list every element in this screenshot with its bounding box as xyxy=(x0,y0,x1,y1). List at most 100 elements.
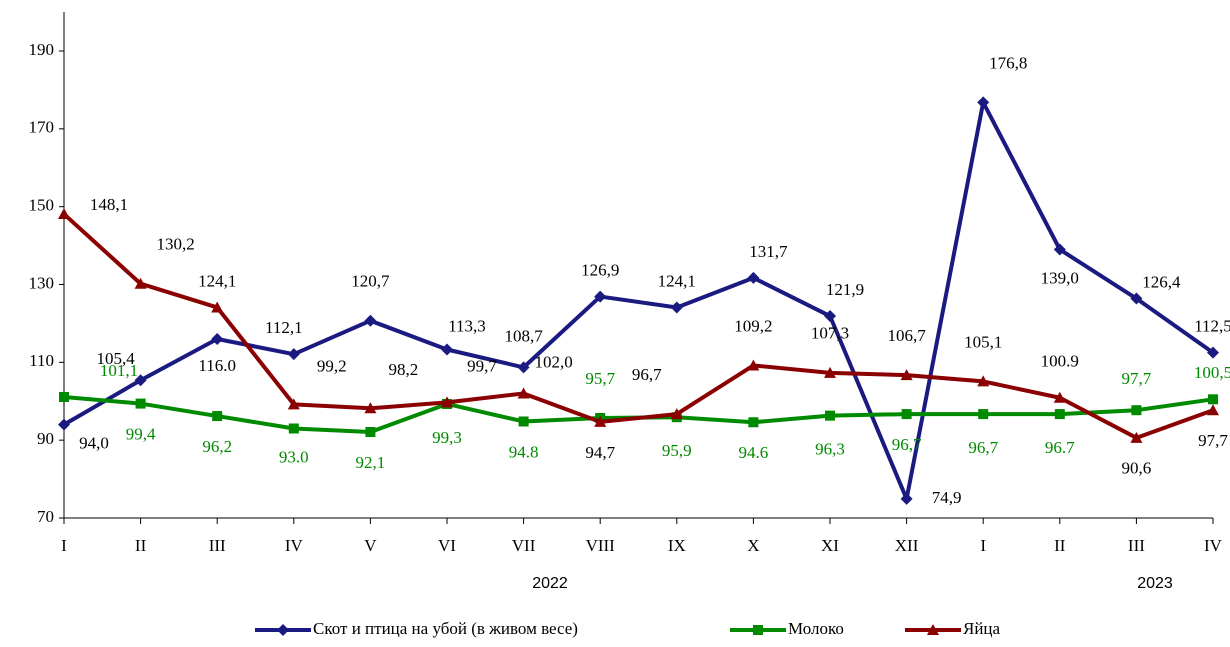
x-tick-label: IV xyxy=(1204,536,1223,555)
marker xyxy=(977,96,990,109)
y-tick-label: 170 xyxy=(29,118,55,137)
marker xyxy=(59,391,69,402)
marker xyxy=(747,271,760,284)
marker xyxy=(364,402,377,414)
x-tick-label: I xyxy=(980,536,986,555)
data-label: 106,7 xyxy=(887,326,926,345)
data-label: 99,3 xyxy=(432,428,462,447)
marker xyxy=(753,625,763,635)
marker xyxy=(135,398,146,409)
x-tick-label: VI xyxy=(438,536,456,555)
x-tick-label: VIII xyxy=(586,536,616,555)
marker xyxy=(58,208,70,220)
group-label: 2023 xyxy=(1137,575,1173,592)
data-label: 95,9 xyxy=(662,441,692,460)
data-label: 99,4 xyxy=(126,424,156,443)
marker xyxy=(1053,243,1066,256)
marker xyxy=(824,310,836,323)
data-label: 96,7 xyxy=(968,438,998,457)
marker xyxy=(517,387,530,399)
marker xyxy=(1131,405,1142,416)
data-label: 107,3 xyxy=(811,324,849,343)
data-label: 96,3 xyxy=(815,440,845,459)
marker xyxy=(1208,394,1218,405)
marker xyxy=(211,332,224,345)
data-label: 96,7 xyxy=(892,435,922,454)
marker xyxy=(670,301,683,314)
data-label: 94,0 xyxy=(79,434,109,453)
marker xyxy=(288,423,299,434)
legend-label: Скот и птица на убой (в живом весе) xyxy=(313,619,578,638)
data-label: 98,2 xyxy=(389,360,419,379)
data-label: 112,1 xyxy=(265,318,303,337)
data-label: 90,6 xyxy=(1122,459,1152,478)
data-label: 93.0 xyxy=(279,447,309,466)
series-line xyxy=(62,212,1214,440)
marker xyxy=(977,375,990,387)
x-tick-label: II xyxy=(135,536,147,555)
data-label: 109,2 xyxy=(734,316,772,335)
data-label: 124,1 xyxy=(658,271,696,290)
y-tick-label: 130 xyxy=(29,273,55,292)
legend-label: Молоко xyxy=(788,619,844,638)
data-label: 97,7 xyxy=(1198,431,1228,450)
marker xyxy=(441,396,453,408)
x-tick-label: IX xyxy=(668,536,686,555)
y-tick-label: 110 xyxy=(29,351,54,370)
data-label: 108,7 xyxy=(504,326,543,345)
data-label: 96,2 xyxy=(202,437,232,456)
marker xyxy=(287,348,300,361)
y-tick-label: 190 xyxy=(29,40,55,59)
x-tick-label: I xyxy=(61,536,67,555)
x-tick-label: II xyxy=(1054,536,1066,555)
group-label: 2022 xyxy=(532,575,568,592)
data-label: 120,7 xyxy=(351,272,390,291)
data-label: 100,5 xyxy=(1194,363,1230,382)
marker xyxy=(212,411,223,422)
marker xyxy=(287,398,300,410)
data-label: 101,1 xyxy=(100,361,138,380)
data-label: 96,7 xyxy=(632,365,662,384)
data-label: 126,4 xyxy=(1142,272,1181,291)
data-label: 92,1 xyxy=(356,453,386,472)
data-label: 100.9 xyxy=(1041,352,1079,371)
marker xyxy=(58,418,70,431)
marker xyxy=(364,314,377,327)
data-label: 99,7 xyxy=(467,356,497,375)
y-tick-label: 70 xyxy=(37,507,54,526)
marker xyxy=(518,416,529,427)
data-label: 148,1 xyxy=(90,195,128,214)
marker xyxy=(441,343,453,356)
marker xyxy=(365,426,376,437)
x-tick-label: V xyxy=(364,536,377,555)
marker xyxy=(824,366,836,378)
marker xyxy=(211,301,224,313)
data-label: 94.6 xyxy=(739,443,769,462)
data-label: 113,3 xyxy=(448,316,486,335)
marker xyxy=(594,290,607,303)
x-tick-label: XII xyxy=(895,536,919,555)
data-label: 94.8 xyxy=(509,442,539,461)
marker xyxy=(277,624,289,636)
marker xyxy=(1054,409,1065,420)
data-label: 131,7 xyxy=(749,242,788,261)
marker xyxy=(900,492,913,505)
x-tick-label: VII xyxy=(512,536,536,555)
marker xyxy=(517,361,530,374)
data-label: 105,4 xyxy=(96,349,135,368)
marker xyxy=(1130,431,1143,443)
legend-label: Яйца xyxy=(963,619,1001,638)
marker xyxy=(134,374,147,387)
marker xyxy=(1207,404,1219,416)
marker xyxy=(1053,391,1066,403)
y-tick-label: 150 xyxy=(29,196,55,215)
data-label: 130,2 xyxy=(156,235,194,254)
data-label: 112,5 xyxy=(1194,317,1230,336)
series-line xyxy=(63,394,1214,434)
marker xyxy=(134,277,147,289)
series-line xyxy=(62,100,1215,501)
marker xyxy=(825,410,835,421)
marker xyxy=(747,359,760,371)
x-tick-label: X xyxy=(747,536,759,555)
